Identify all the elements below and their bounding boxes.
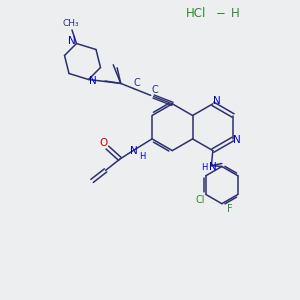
Text: CH₃: CH₃ bbox=[62, 19, 79, 28]
Text: HCl: HCl bbox=[186, 7, 207, 20]
Text: F: F bbox=[227, 204, 233, 214]
Text: H: H bbox=[231, 7, 240, 20]
Text: O: O bbox=[100, 138, 108, 148]
Text: N: N bbox=[68, 36, 76, 46]
Text: Cl: Cl bbox=[195, 195, 205, 206]
Text: N: N bbox=[209, 162, 217, 172]
Text: C: C bbox=[151, 85, 158, 95]
Text: N: N bbox=[213, 96, 221, 106]
Text: H: H bbox=[202, 163, 208, 172]
Text: −: − bbox=[216, 7, 225, 20]
Text: N: N bbox=[130, 146, 138, 156]
Text: C: C bbox=[133, 78, 140, 88]
Text: N: N bbox=[89, 76, 97, 86]
Text: N: N bbox=[233, 135, 241, 146]
Text: H: H bbox=[139, 152, 145, 160]
